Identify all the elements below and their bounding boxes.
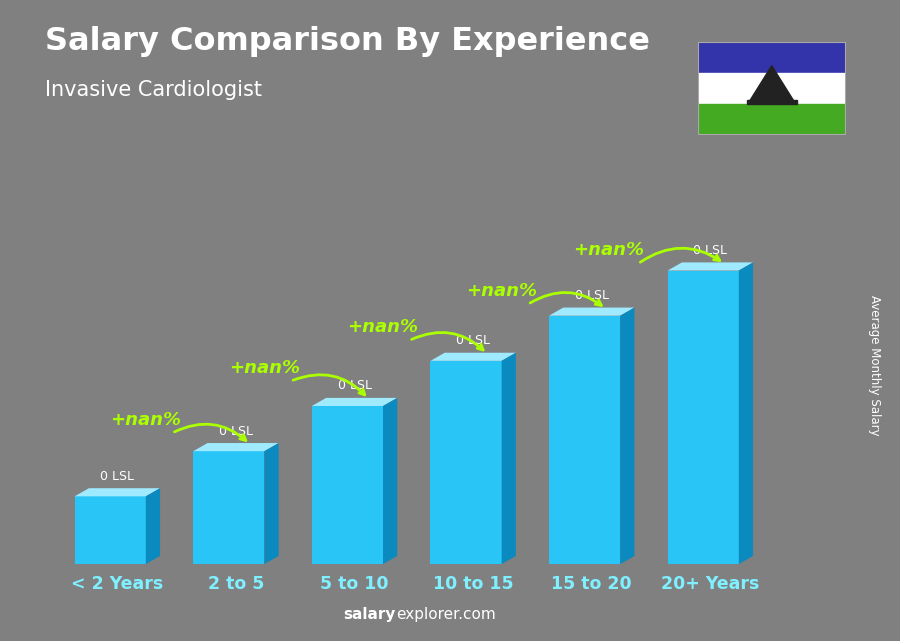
Polygon shape bbox=[312, 398, 397, 406]
Polygon shape bbox=[668, 271, 739, 564]
Text: 0 LSL: 0 LSL bbox=[456, 335, 491, 347]
Polygon shape bbox=[383, 398, 397, 564]
Text: +nan%: +nan% bbox=[466, 282, 537, 300]
Polygon shape bbox=[549, 315, 620, 564]
Text: +nan%: +nan% bbox=[347, 318, 419, 336]
Polygon shape bbox=[430, 353, 516, 361]
Text: 0 LSL: 0 LSL bbox=[338, 379, 372, 392]
Polygon shape bbox=[312, 406, 383, 564]
Polygon shape bbox=[668, 262, 753, 271]
Polygon shape bbox=[501, 353, 516, 564]
Polygon shape bbox=[265, 443, 279, 564]
Polygon shape bbox=[194, 451, 265, 564]
Text: Salary Comparison By Experience: Salary Comparison By Experience bbox=[45, 26, 650, 56]
Text: Invasive Cardiologist: Invasive Cardiologist bbox=[45, 80, 262, 100]
Polygon shape bbox=[194, 443, 279, 451]
Text: 0 LSL: 0 LSL bbox=[693, 244, 727, 257]
Polygon shape bbox=[549, 308, 634, 315]
Polygon shape bbox=[750, 65, 794, 101]
Text: Average Monthly Salary: Average Monthly Salary bbox=[868, 295, 881, 436]
Polygon shape bbox=[698, 72, 846, 104]
Text: +nan%: +nan% bbox=[573, 241, 643, 259]
Polygon shape bbox=[75, 488, 160, 496]
Polygon shape bbox=[698, 42, 846, 72]
Text: explorer.com: explorer.com bbox=[396, 607, 496, 622]
Text: 0 LSL: 0 LSL bbox=[219, 424, 253, 438]
Polygon shape bbox=[747, 101, 796, 104]
Text: 0 LSL: 0 LSL bbox=[575, 289, 608, 302]
Polygon shape bbox=[620, 308, 634, 564]
Text: 0 LSL: 0 LSL bbox=[100, 470, 134, 483]
Polygon shape bbox=[146, 488, 160, 564]
Polygon shape bbox=[698, 104, 846, 135]
Polygon shape bbox=[739, 262, 753, 564]
Polygon shape bbox=[430, 361, 501, 564]
Text: +nan%: +nan% bbox=[111, 411, 181, 429]
Text: salary: salary bbox=[344, 607, 396, 622]
Text: +nan%: +nan% bbox=[229, 358, 300, 377]
Polygon shape bbox=[75, 496, 146, 564]
